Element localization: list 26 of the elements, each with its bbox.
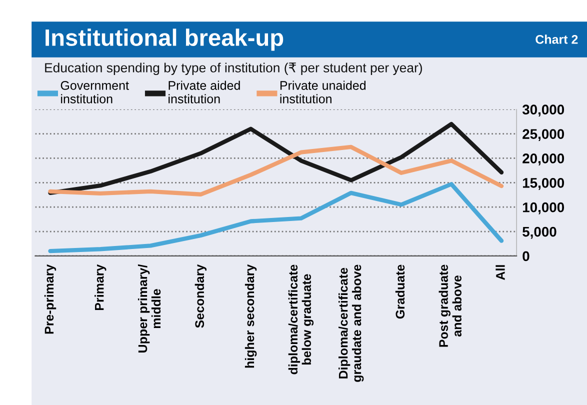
legend-label: Government institution: [60, 81, 129, 104]
x-tick-label: Pre-primary: [44, 264, 56, 334]
y-tick-label: 30,000: [522, 104, 564, 117]
chart-title: Institutional break-up: [46, 28, 284, 51]
x-tick-label: diploma/certificate below graduate: [288, 264, 314, 374]
y-tick-label: 25,000: [522, 129, 564, 141]
y-tick-label: 5,000: [522, 226, 556, 239]
x-tick-label: Graduate: [395, 264, 405, 319]
legend-label: Private unaided institution: [280, 80, 366, 104]
y-tick-label: 0: [522, 251, 530, 262]
x-tick-label: Diploma/certificate graudate and above: [338, 264, 364, 382]
x-tick-label: Secondary: [194, 264, 207, 328]
x-tick-label: higher secondary: [244, 264, 257, 368]
legend-label: Private aided institution: [168, 80, 240, 104]
x-tick-label: Post graduate and above: [438, 264, 462, 347]
x-tick-label: Upper primary/ middle: [138, 264, 161, 352]
line-series: [48, 182, 504, 254]
x-tick-label: Primary: [94, 264, 106, 310]
y-tick-label: 15,000: [522, 178, 564, 190]
chart-subtitle: Education spending by type of institution (₹ per student per year): [45, 62, 422, 76]
x-tick-label: All: [496, 265, 505, 280]
line-series: [48, 122, 504, 196]
caption: Chart 2: [536, 34, 578, 44]
line-series: [48, 144, 504, 196]
y-tick-label: 20,000: [522, 154, 564, 166]
y-tick-label: 10,000: [522, 202, 564, 214]
